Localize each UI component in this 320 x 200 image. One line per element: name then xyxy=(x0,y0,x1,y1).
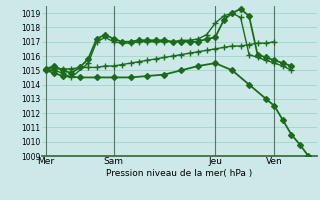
X-axis label: Pression niveau de la mer( hPa ): Pression niveau de la mer( hPa ) xyxy=(106,169,252,178)
